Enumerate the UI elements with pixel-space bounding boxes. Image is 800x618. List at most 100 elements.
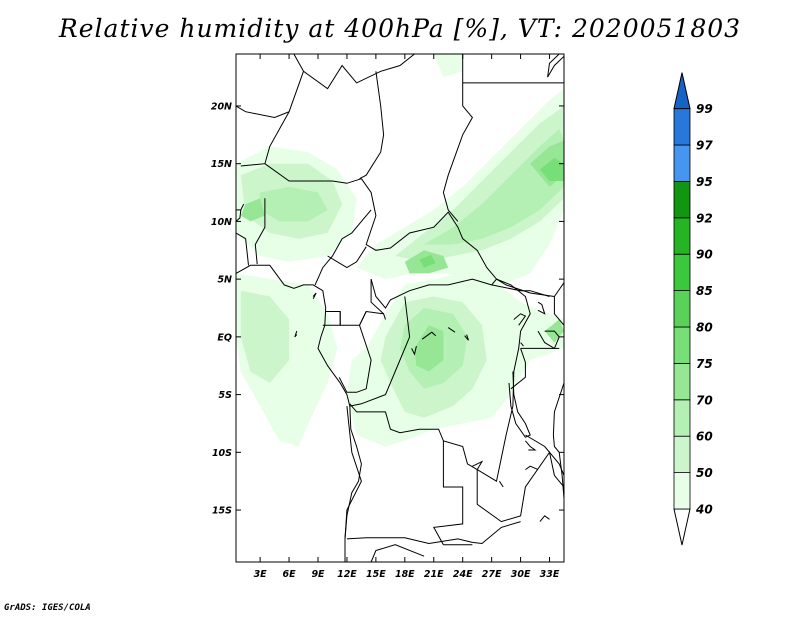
country-border [349, 296, 411, 407]
colorbar-label: 80 [696, 321, 713, 335]
country-border [510, 348, 526, 390]
country-border [370, 544, 425, 562]
colorbar-segment-85 [673, 253, 691, 291]
country-border [346, 537, 473, 545]
humidity-region-50 [240, 290, 290, 383]
axis-layer: 3E 6E 9E 12E 15E 18E 21E 24E 27E 30E 33E 20N 15N 10N 5… [211, 54, 564, 580]
colorbar-label: 50 [696, 466, 713, 480]
coastline [525, 440, 537, 451]
coastline [537, 301, 546, 315]
humidity-region-75 [419, 254, 436, 268]
map-frame [235, 53, 565, 563]
country-border [240, 111, 290, 167]
colorbar-label: 60 [696, 430, 713, 444]
lon-tick-label: 6E [283, 569, 297, 580]
coastline [472, 460, 484, 470]
country-border [491, 284, 550, 297]
coastline [537, 330, 560, 350]
geography-layer [236, 54, 564, 562]
lon-tick-label: 18E [395, 569, 415, 580]
lat-tick-label: 15N [211, 159, 232, 170]
colorbar-label: 85 [696, 284, 713, 298]
lat-tick-label: 15S [212, 506, 232, 517]
coastline [539, 515, 550, 522]
country-border [553, 282, 564, 326]
lon-tick-label: 30E [511, 569, 531, 580]
country-border [325, 310, 384, 326]
humidity-region-70 [414, 325, 444, 372]
coastline [447, 327, 456, 333]
lat-tick-label: EQ [217, 332, 232, 343]
country-border [236, 71, 304, 119]
colorbar-label: 95 [696, 175, 713, 189]
lon-tick-label: 15E [366, 569, 386, 580]
country-border [433, 440, 464, 545]
colorbar-segment-90 [673, 217, 691, 255]
lon-tick-label: 27E [482, 569, 502, 580]
country-border [476, 451, 564, 523]
humidity-fill-layer [236, 54, 564, 447]
coastline [421, 331, 437, 340]
lat-tick-label: 10S [212, 448, 232, 459]
lon-tick-label: 12E [337, 569, 357, 580]
humidity-region-70 [240, 198, 265, 222]
colorbar-segment-40 [673, 472, 691, 510]
colorbar-segment-95 [673, 144, 691, 182]
lat-tick-label: 10N [211, 217, 232, 228]
coastline [552, 382, 564, 499]
country-border [264, 163, 362, 184]
map-title: Relative humidity at 400hPa [%], VT: 202… [58, 14, 742, 43]
country-border [472, 521, 521, 545]
lon-tick-label: 3E [254, 569, 268, 580]
coastline [498, 480, 504, 488]
coastline [236, 264, 362, 562]
colorbar-label: 90 [696, 248, 713, 262]
country-border [359, 71, 385, 180]
coastline [547, 54, 564, 78]
colorbar-segment-92 [673, 180, 691, 219]
colorbar-label: 99 [696, 102, 713, 116]
country-border [370, 279, 386, 320]
country-border [236, 232, 249, 266]
grads-credit: GrADS: IGES/COLA [4, 603, 91, 613]
humidity-region-40 [433, 54, 463, 78]
country-border [314, 209, 372, 286]
colorbar-segment-80 [673, 290, 691, 328]
lon-tick-label: 21E [424, 569, 444, 580]
coastline [508, 371, 531, 438]
coastline [520, 342, 524, 347]
color-legend: 40 50 60 70 75 80 85 90 92 95 97 99 [673, 72, 713, 546]
coastline [411, 345, 417, 356]
humidity-region-60 [260, 186, 328, 222]
colorbar-segment-60 [673, 399, 691, 437]
colorbar-label: 70 [696, 393, 713, 407]
colorbar-label: 92 [696, 211, 713, 225]
colorbar-label: 40 [695, 503, 713, 517]
colorbar-over-triangle [673, 72, 691, 110]
lat-tick-label: 5S [219, 390, 233, 401]
colorbar-label: 75 [696, 357, 713, 371]
colorbar-under-triangle [673, 508, 691, 546]
colorbar-segment-97 [673, 108, 691, 146]
colorbar-segment-50 [673, 435, 691, 474]
lat-tick-label: 5N [217, 275, 232, 286]
coastline [236, 203, 245, 222]
lat-tick-label: 20N [211, 101, 232, 112]
colorbar-segment-75 [673, 326, 691, 364]
country-border [525, 434, 564, 476]
coastline [312, 292, 317, 300]
humidity-region-60 [424, 129, 564, 245]
lon-tick-label: 33E [540, 569, 560, 580]
colorbar-label: 97 [696, 139, 713, 153]
country-border [442, 54, 474, 222]
lon-tick-label: 9E [311, 569, 325, 580]
coastline [525, 465, 539, 471]
humidity-region-75 [539, 157, 564, 181]
country-border [293, 54, 415, 90]
lon-tick-label: 24E [453, 569, 473, 580]
country-border [327, 246, 367, 269]
coastline [513, 313, 527, 326]
country-border [254, 198, 266, 265]
colorbar-segment-70 [673, 362, 691, 401]
